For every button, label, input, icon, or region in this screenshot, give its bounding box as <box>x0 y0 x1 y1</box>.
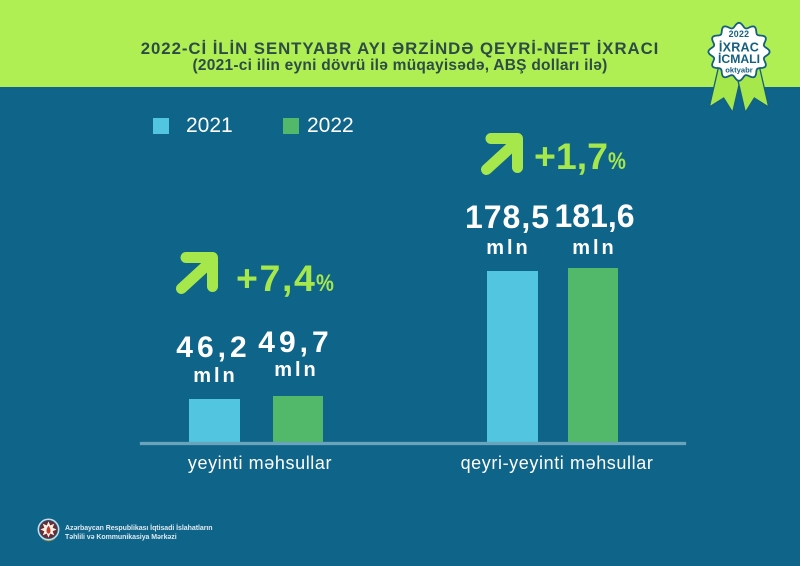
svg-text:2022: 2022 <box>729 29 750 39</box>
svg-text:oktyabr: oktyabr <box>725 66 752 75</box>
svg-text:İCMALI: İCMALI <box>718 51 760 66</box>
svg-text:İXRAC: İXRAC <box>719 40 759 55</box>
